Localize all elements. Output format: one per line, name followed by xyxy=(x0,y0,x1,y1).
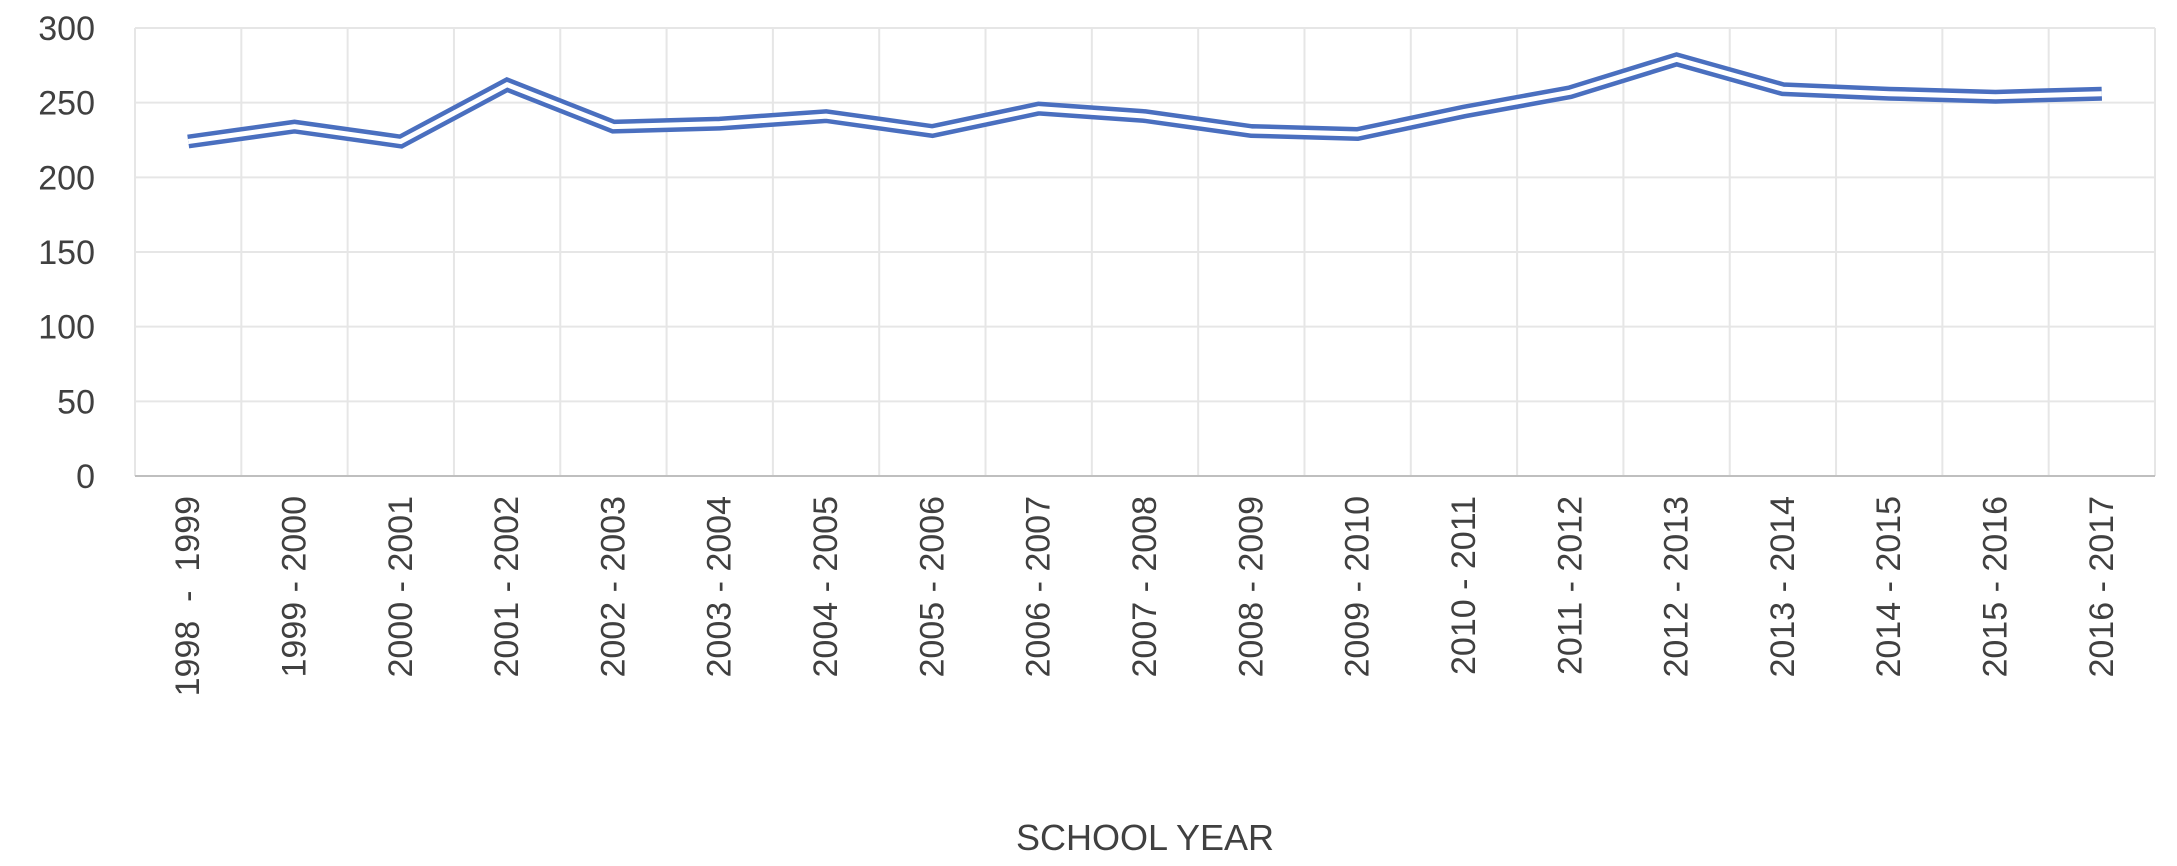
x-axis-ticks: 1998 - 1999 1999 - 2000 2000 - 2001 2001 - … xyxy=(169,496,2121,696)
x-tick-label: 2014 - 2015 xyxy=(1870,496,1908,678)
series-layer xyxy=(187,52,2102,149)
y-tick-label: 100 xyxy=(38,309,95,347)
x-tick-label: 2005 - 2006 xyxy=(913,496,951,678)
x-tick-label: 1999 - 2000 xyxy=(275,496,313,678)
x-tick-label: 2001 - 2002 xyxy=(488,496,526,678)
x-tick-label: 2007 - 2008 xyxy=(1126,496,1164,678)
y-axis-ticks: 0 50 100 150 200 250 300 xyxy=(38,10,95,496)
x-tick-label: 2008 - 2009 xyxy=(1232,496,1270,678)
x-tick-label: 2012 - 2013 xyxy=(1658,496,1696,678)
x-tick-label: 2000 - 2001 xyxy=(382,496,420,678)
grid xyxy=(134,27,2156,476)
x-tick-label: 2011 - 2012 xyxy=(1551,496,1589,675)
y-tick-label: 250 xyxy=(38,85,95,123)
x-tick-label: 2006 - 2007 xyxy=(1020,496,1058,678)
x-tick-label: 2015 - 2016 xyxy=(1977,496,2015,678)
x-tick-label: 2003 - 2004 xyxy=(701,496,739,678)
y-tick-label: 0 xyxy=(76,458,95,496)
y-tick-label: 50 xyxy=(57,383,95,421)
x-tick-label: 2013 - 2014 xyxy=(1764,496,1802,678)
series-line-inner xyxy=(187,56,2102,145)
x-tick-label: 2004 - 2005 xyxy=(807,496,845,678)
x-axis-title: SCHOOL YEAR xyxy=(1016,817,1274,858)
x-tick-label: 1998 - 1999 xyxy=(169,496,207,696)
y-tick-label: 300 xyxy=(38,10,95,48)
y-tick-label: 150 xyxy=(38,234,95,272)
x-tick-label: 2016 - 2017 xyxy=(2083,496,2121,678)
y-tick-label: 200 xyxy=(38,159,95,197)
x-tick-label: 2009 - 2010 xyxy=(1339,496,1377,678)
x-tick-label: 2002 - 2003 xyxy=(594,496,632,678)
x-tick-label: 2010 - 2011 xyxy=(1445,496,1483,675)
